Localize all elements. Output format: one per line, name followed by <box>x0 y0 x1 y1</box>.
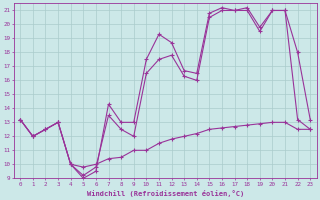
X-axis label: Windchill (Refroidissement éolien,°C): Windchill (Refroidissement éolien,°C) <box>87 190 244 197</box>
